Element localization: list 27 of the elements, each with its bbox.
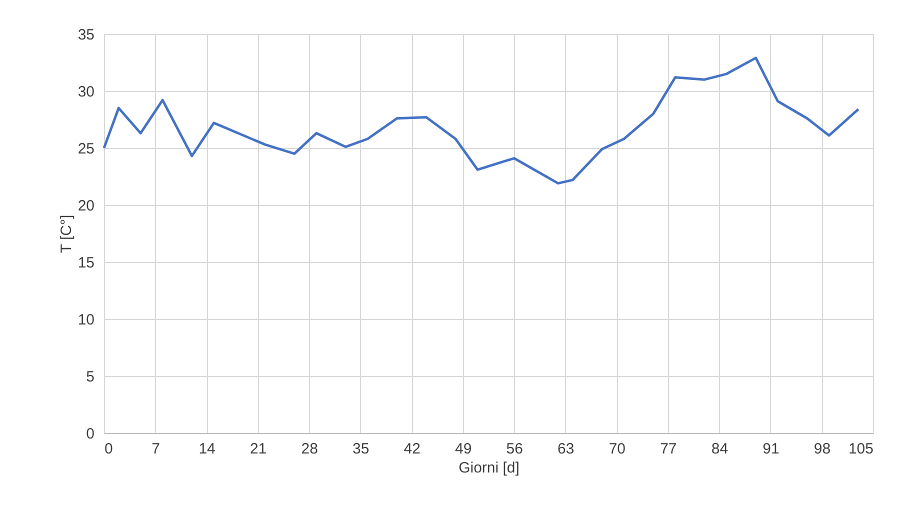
y-tick-label: 10 [78,312,94,328]
x-tick-label: 7 [152,440,160,458]
x-tick-label: 98 [814,440,831,458]
x-tick-label: 21 [250,440,267,458]
x-tick-label: 28 [301,440,318,458]
x-tick-label: 14 [198,440,216,458]
x-tick-label: 91 [762,440,780,458]
y-tick-label: 25 [78,140,94,158]
y-tick-label: 0 [86,426,94,442]
y-axis-title: T [C°] [58,214,75,254]
y-tick-label: 15 [78,254,94,272]
x-tick-label: 77 [660,440,677,458]
y-tick-label: 20 [78,198,94,214]
line-series [102,56,860,185]
x-tick-label: 84 [711,440,728,458]
x-tick-label: 0 [104,440,113,458]
x-tick-label: 35 [352,440,370,458]
x-tick-label: 42 [404,440,420,458]
x-tick-label: 105 [848,440,874,458]
x-tick-label: 70 [608,440,626,458]
x-tick-label: 49 [455,440,472,458]
y-tick-label: 35 [78,26,94,44]
x-tick-label: 56 [506,440,523,458]
y-tick-label: 5 [86,368,94,386]
y-tick-label: 30 [78,84,94,100]
x-tick-label: 63 [558,440,574,458]
x-axis-title: Giorni [d] [458,460,520,476]
